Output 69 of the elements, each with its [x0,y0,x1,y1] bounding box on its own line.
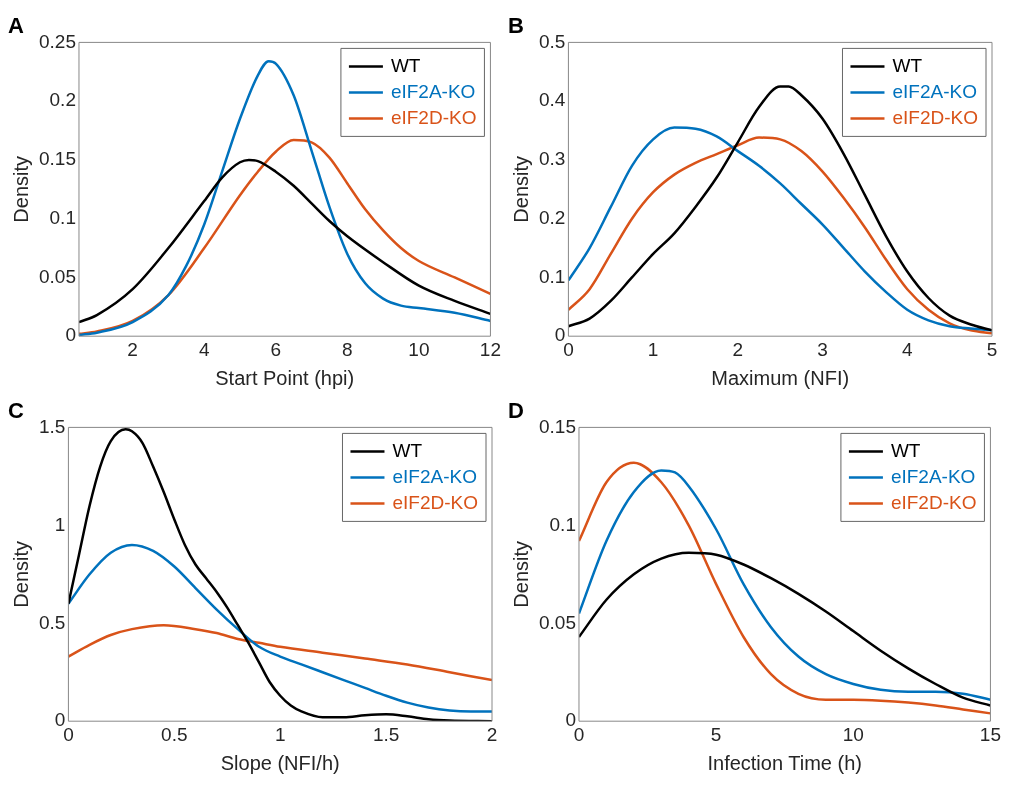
y-tick-label: 0.15 [539,415,576,437]
x-axis-title: Slope (NFI/h) [220,751,340,774]
x-tick-label: 2 [127,338,138,360]
x-tick-label: 4 [198,338,210,360]
x-tick-label: 6 [270,338,282,360]
x-tick-label: 4 [901,338,913,360]
y-axis-title: Density [509,540,532,608]
x-tick-label: 5 [710,723,722,745]
y-tick-label: 0.1 [549,513,576,535]
legend-label: WT [390,54,421,76]
y-tick-label: 0 [54,709,66,731]
y-tick-label: 0 [65,324,76,346]
chart-title: A [8,13,24,39]
y-axis-title: Density [9,155,32,223]
y-tick-label: 1 [54,513,66,535]
x-tick-label: 12 [479,338,501,360]
legend-label: WT [890,439,921,461]
legend-label: eIF2A-KO [890,465,976,487]
y-tick-label: 0.05 [539,611,576,633]
x-tick-label: 5 [986,338,998,360]
x-axis-title: Maximum (NFI) [711,366,850,389]
x-tick-label: 10 [408,338,430,360]
line-series [68,543,492,713]
x-tick-label: 8 [342,338,353,360]
x-tick-label: 1 [274,723,286,745]
y-tick-label: 0.25 [39,30,76,52]
legend-label: eIF2D-KO [892,106,979,128]
x-tick-label: 15 [979,723,1001,745]
x-axis-title: Start Point (hpi) [215,366,355,389]
x-tick-label: 10 [842,723,864,745]
x-tick-label: 1 [647,338,659,360]
y-tick-label: 0.2 [538,206,566,228]
x-tick-label: 3 [817,338,828,360]
y-axis-title: Density [9,540,32,608]
y-tick-label: 0.3 [538,148,566,170]
legend-label: eIF2D-KO [890,491,977,513]
y-tick-label: 0.2 [49,89,76,111]
legend-label: eIF2A-KO [390,80,476,102]
line-series [68,428,492,722]
chart-title: B [508,13,524,39]
x-tick-label: 2 [732,338,744,360]
line-series [68,623,492,682]
line-series [78,59,491,337]
line-series [578,551,991,707]
legend-label: eIF2A-KO [892,80,977,102]
chart-title: D [508,398,524,424]
y-tick-label: 0.05 [39,265,76,287]
chart-title: C [8,398,24,424]
x-tick-label: 1.5 [372,723,400,745]
y-tick-label: 0.5 [538,30,566,52]
y-tick-label: 0 [565,709,576,731]
y-tick-label: 0.1 [49,206,76,228]
y-axis-title: Density [509,155,532,223]
line-series [78,158,491,324]
x-tick-label: 2 [486,723,498,745]
y-tick-label: 0.5 [38,611,66,633]
x-axis-title: Infection Time (h) [707,751,862,774]
y-tick-label: 0.1 [538,265,566,287]
legend-label: eIF2D-KO [390,106,477,128]
y-tick-label: 1.5 [38,415,66,437]
y-tick-label: 0 [554,324,566,346]
legend-label: eIF2D-KO [392,491,479,513]
x-tick-label: 0.5 [161,723,188,745]
y-tick-label: 0.15 [39,148,76,170]
line-series [568,85,992,332]
legend-label: WT [392,439,423,461]
legend-label: eIF2A-KO [392,465,477,487]
legend-label: WT [892,54,923,76]
y-tick-label: 0.4 [538,89,566,111]
